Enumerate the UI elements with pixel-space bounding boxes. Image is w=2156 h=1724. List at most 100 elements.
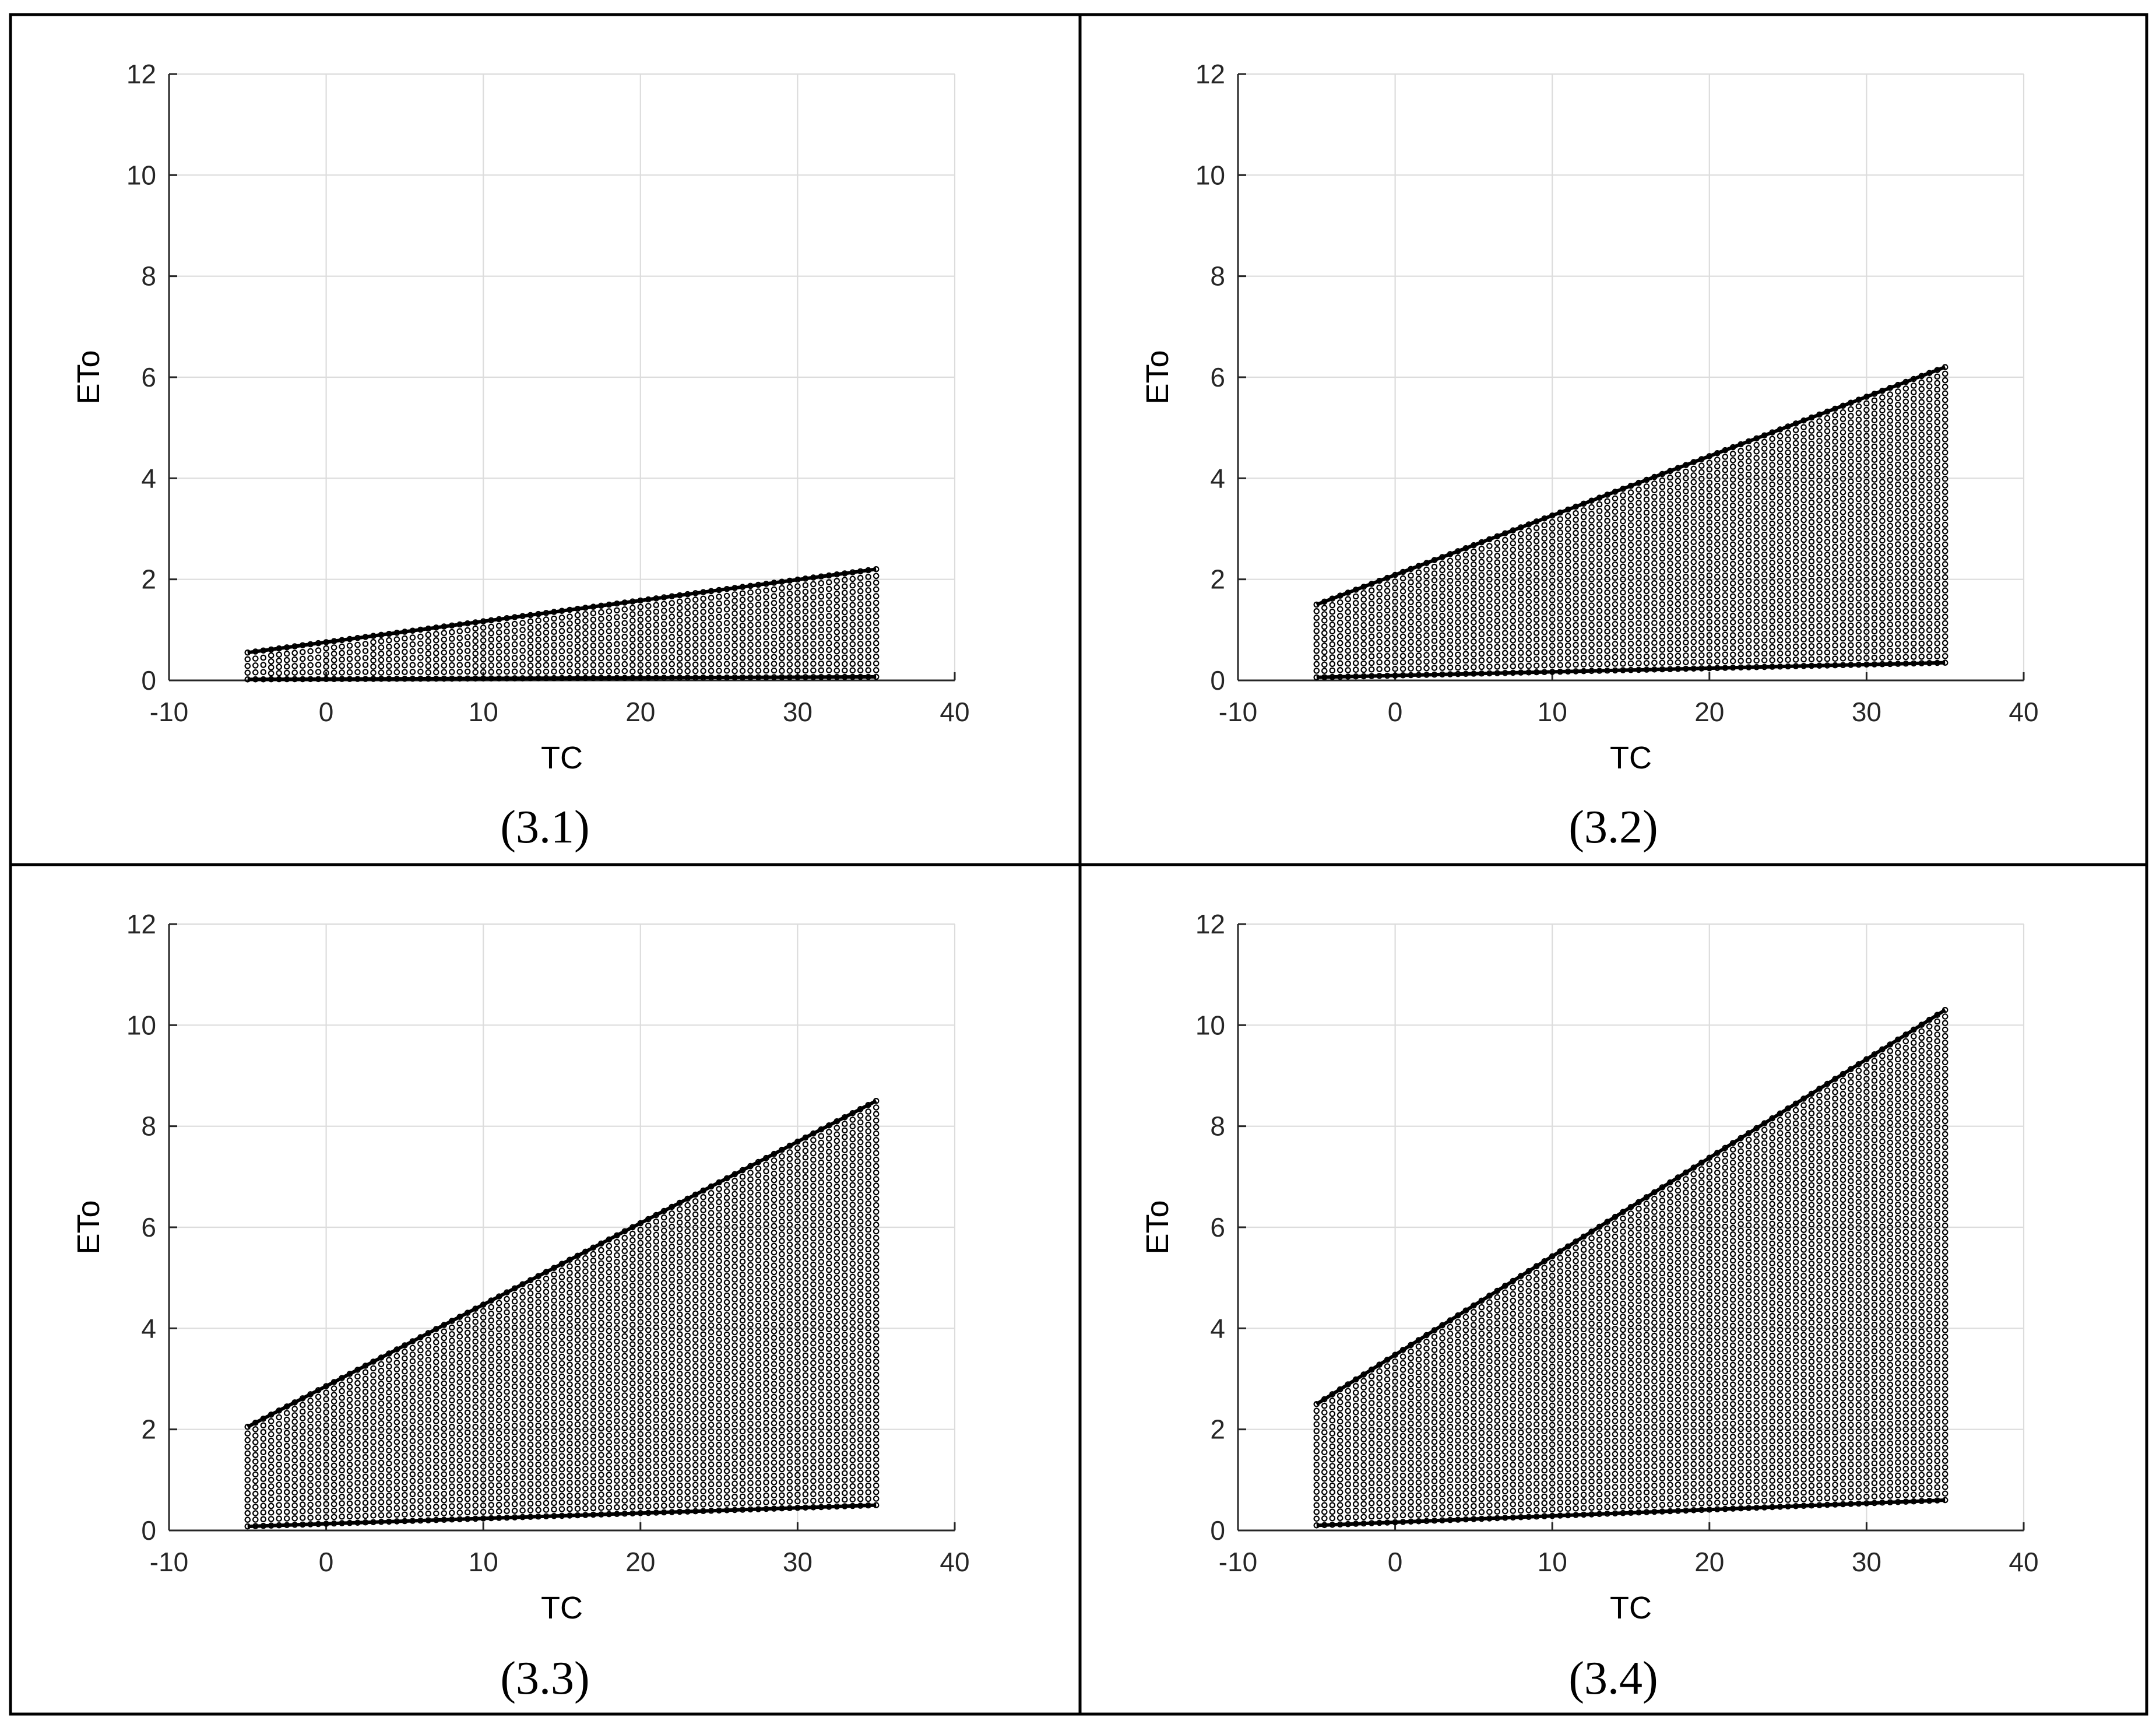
data-point (858, 641, 863, 646)
data-point (724, 614, 729, 619)
data-point (1597, 535, 1602, 540)
data-point (1904, 570, 1908, 574)
data-point (567, 628, 572, 633)
data-point (426, 1505, 431, 1509)
data-point (1833, 511, 1837, 516)
data-point (284, 658, 289, 662)
data-point (866, 615, 871, 619)
data-point (1833, 545, 1837, 549)
data-point (536, 1371, 540, 1376)
data-point (363, 1396, 368, 1400)
data-point (1888, 582, 1893, 587)
data-point (1699, 607, 1704, 612)
data-point (504, 1442, 509, 1447)
data-point (1739, 494, 1743, 499)
data-point (261, 1477, 266, 1481)
data-point (1919, 387, 1924, 391)
data-point (803, 662, 808, 666)
data-point (819, 628, 824, 633)
data-point (410, 1439, 415, 1444)
data-point (473, 1503, 478, 1508)
data-point (772, 668, 776, 673)
data-point (1872, 424, 1877, 429)
data-point (1817, 656, 1821, 661)
data-point (1605, 564, 1609, 568)
data-point (520, 1501, 525, 1506)
data-point (1943, 549, 1947, 553)
data-point (764, 602, 768, 606)
data-point (614, 1346, 619, 1350)
data-point (1691, 626, 1696, 631)
data-point (560, 1494, 564, 1498)
data-point (347, 1378, 352, 1382)
data-point (764, 655, 768, 659)
data-point (1801, 425, 1806, 430)
data-point (473, 1333, 478, 1337)
data-point (575, 1441, 580, 1446)
data-point (1935, 595, 1940, 600)
data-point (1935, 407, 1940, 412)
data-point (379, 664, 384, 669)
data-point (1841, 443, 1845, 448)
data-point (1589, 531, 1594, 536)
data-point (1739, 455, 1743, 459)
data-point (386, 1487, 391, 1491)
data-point (1825, 436, 1830, 440)
data-point (1809, 592, 1814, 596)
data-point (803, 642, 808, 647)
data-point (866, 661, 871, 666)
data-point (1527, 619, 1531, 623)
data-point (504, 642, 509, 647)
data-point (339, 670, 344, 675)
x-tick-label: -10 (1219, 697, 1257, 727)
data-point (1762, 552, 1767, 557)
data-point (1699, 627, 1704, 631)
data-point (1848, 498, 1853, 503)
data-point (434, 1392, 438, 1397)
data-point (1911, 390, 1916, 395)
data-point (599, 1452, 603, 1457)
data-point (1605, 635, 1609, 640)
data-point (449, 1345, 454, 1350)
data-point (449, 1438, 454, 1442)
data-point (1801, 591, 1806, 595)
data-point (1362, 642, 1366, 647)
data-point (622, 1249, 627, 1254)
data-point (458, 669, 462, 674)
data-point (1464, 658, 1468, 663)
data-point (607, 1453, 611, 1458)
data-point (583, 1348, 588, 1353)
data-point (756, 596, 761, 601)
data-point (528, 1423, 533, 1427)
data-point (544, 637, 548, 641)
data-point (458, 1340, 462, 1345)
data-point (300, 663, 305, 668)
data-point (1793, 513, 1798, 518)
data-point (1691, 553, 1696, 557)
data-point (1841, 603, 1845, 608)
data-point (1322, 624, 1327, 629)
data-point (646, 1491, 650, 1495)
data-point (1785, 560, 1790, 565)
data-point (442, 1342, 446, 1347)
data-point (339, 1474, 344, 1479)
data-point (261, 670, 266, 675)
data-point (1841, 630, 1845, 634)
data-point (442, 1400, 446, 1405)
data-point (473, 1470, 478, 1475)
data-point (1613, 622, 1617, 626)
data-point (284, 1477, 289, 1481)
data-point (1880, 505, 1884, 510)
data-point (1715, 477, 1719, 482)
data-point (245, 1477, 250, 1482)
data-point (1754, 495, 1759, 500)
data-point (1778, 546, 1782, 550)
data-point (434, 1412, 438, 1417)
data-point (1636, 608, 1641, 612)
data-point (630, 1368, 635, 1372)
data-point (355, 1394, 360, 1399)
data-point (1919, 635, 1924, 640)
data-point (1856, 636, 1861, 641)
data-point (1691, 506, 1696, 511)
data-point (402, 1389, 407, 1393)
